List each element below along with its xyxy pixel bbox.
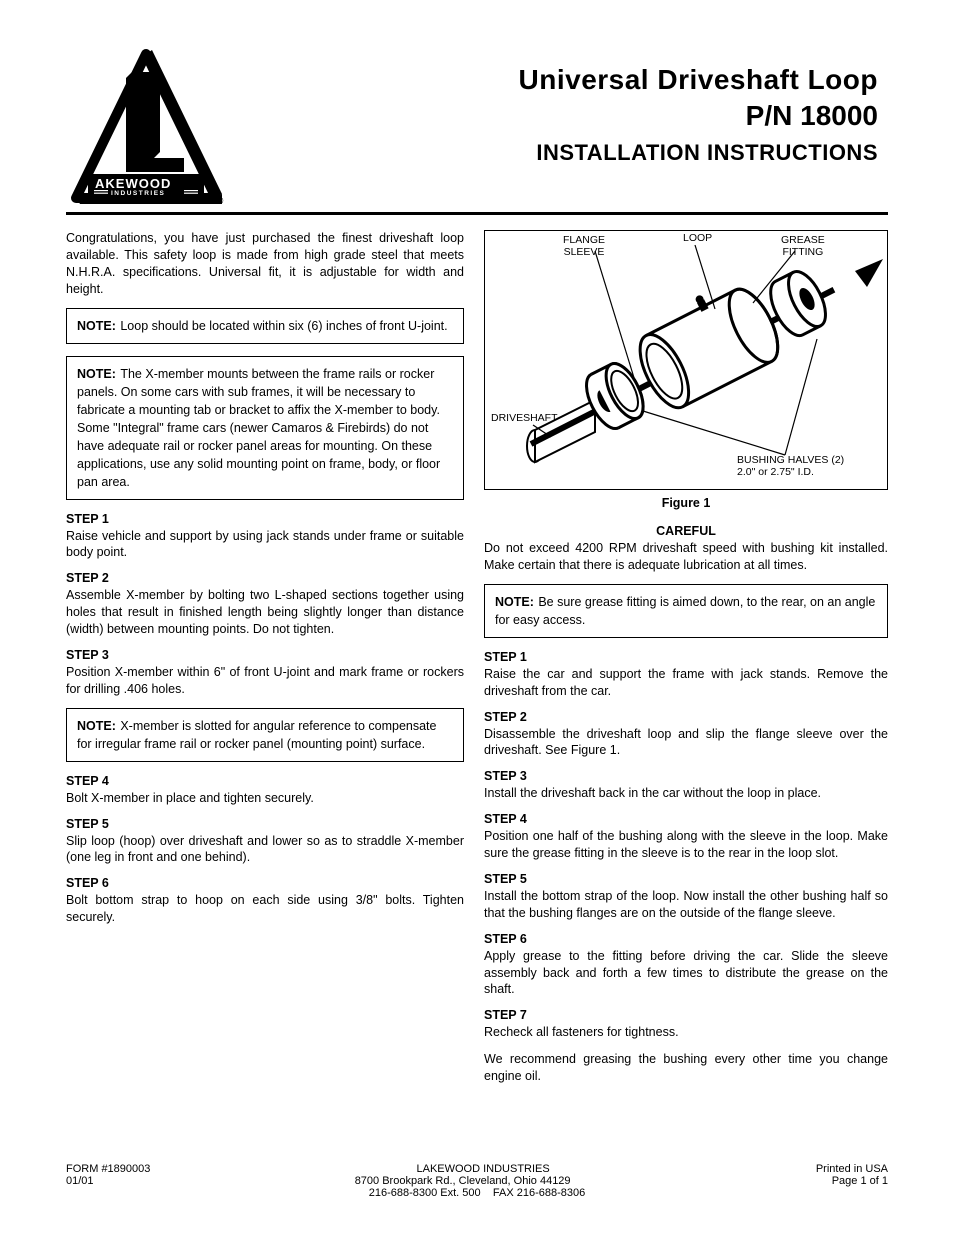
lakewood-logo: AKEWOOD INDUSTRIES ® <box>66 48 226 210</box>
page-footer: FORM #1890003 Printed in USA LAKEWOOD IN… <box>66 1163 888 1199</box>
note-box-2: NOTE: The X-member mounts between the fr… <box>66 356 464 500</box>
page: AKEWOOD INDUSTRIES ® Universal Driveshaf… <box>0 0 954 1235</box>
step-body: Apply grease to the fitting before drivi… <box>484 948 888 999</box>
fig-label-driveshaft: DRIVESHAFT <box>491 413 558 425</box>
step-heading: STEP 2 <box>66 571 464 585</box>
step-body: Position X-member within 6" of front U-j… <box>66 664 464 698</box>
intro-paragraph: Congratulations, you have just purchased… <box>66 230 464 298</box>
fig-label-grease-fitting: GREASEFITTING <box>781 235 825 258</box>
part-number: P/N 18000 <box>238 100 878 132</box>
step-body: Bolt bottom strap to hoop on each side u… <box>66 892 464 926</box>
step-body: Raise the car and support the frame with… <box>484 666 888 700</box>
step-heading: STEP 1 <box>484 650 888 664</box>
figure-caption: Figure 1 <box>484 496 888 510</box>
product-title: Universal Driveshaft Loop <box>238 64 878 96</box>
step-body: Install the driveshaft back in the car w… <box>484 785 888 802</box>
careful-body: Do not exceed 4200 RPM driveshaft speed … <box>484 540 888 574</box>
step-heading: STEP 6 <box>484 932 888 946</box>
step-body: Install the bottom strap of the loop. No… <box>484 888 888 922</box>
logo-brand-text: AKEWOOD <box>95 176 171 191</box>
logo-industries-text: INDUSTRIES <box>111 190 165 197</box>
footer-company: LAKEWOOD INDUSTRIES <box>66 1163 888 1175</box>
step-body: Position one half of the bushing along w… <box>484 828 888 862</box>
step-heading: STEP 3 <box>484 769 888 783</box>
footer-date: 01/01 <box>66 1175 94 1187</box>
step-heading: STEP 3 <box>66 648 464 662</box>
footer-page: Page 1 of 1 <box>832 1175 888 1187</box>
header-rule <box>66 212 888 215</box>
note-box-4: NOTE: Be sure grease fitting is aimed do… <box>484 584 888 638</box>
note-body: The X-member mounts between the frame ra… <box>77 367 440 489</box>
note-title: NOTE: <box>77 319 116 333</box>
step-heading: STEP 6 <box>66 876 464 890</box>
figure-1: FLANGESLEEVE LOOP GREASEFITTING DRIVESHA… <box>484 230 888 490</box>
note-title: NOTE: <box>77 719 116 733</box>
note-box-3: NOTE: X-member is slotted for angular re… <box>66 708 464 762</box>
note-title: NOTE: <box>495 595 534 609</box>
footer-address: 8700 Brookpark Rd., Cleveland, Ohio 4412… <box>66 1175 888 1187</box>
registered-mark: ® <box>216 196 224 207</box>
step-heading: STEP 5 <box>484 872 888 886</box>
fig-label-bushing-halves: BUSHING HALVES (2)2.0" or 2.75" I.D. <box>737 455 844 478</box>
closing-paragraph: We recommend greasing the bushing every … <box>484 1051 888 1085</box>
step-body: Raise vehicle and support by using jack … <box>66 528 464 562</box>
step-heading: STEP 7 <box>484 1008 888 1022</box>
note-box-1: NOTE: Loop should be located within six … <box>66 308 464 344</box>
step-heading: STEP 4 <box>66 774 464 788</box>
note-title: NOTE: <box>77 367 116 381</box>
footer-phone: 216-688-8300 Ext. 500 <box>369 1187 481 1199</box>
left-column: Congratulations, you have just purchased… <box>66 230 464 936</box>
footer-fax: FAX 216-688-8306 <box>493 1187 585 1199</box>
note-body: Be sure grease fitting is aimed down, to… <box>495 595 875 627</box>
footer-form: FORM #1890003 <box>66 1163 150 1175</box>
footer-printed: Printed in USA <box>816 1163 888 1175</box>
header: Universal Driveshaft Loop P/N 18000 INST… <box>238 64 878 166</box>
fig-label-flange-sleeve: FLANGESLEEVE <box>563 235 605 258</box>
right-column: FLANGESLEEVE LOOP GREASEFITTING DRIVESHA… <box>484 230 888 1095</box>
step-heading: STEP 1 <box>66 512 464 526</box>
step-body: Bolt X-member in place and tighten secur… <box>66 790 464 807</box>
doc-subtitle: INSTALLATION INSTRUCTIONS <box>238 140 878 166</box>
fig-label-loop: LOOP <box>683 233 712 245</box>
step-heading: STEP 4 <box>484 812 888 826</box>
step-body: Assemble X-member by bolting two L-shape… <box>66 587 464 638</box>
note-body: Loop should be located within six (6) in… <box>120 319 447 333</box>
step-body: Disassemble the driveshaft loop and slip… <box>484 726 888 760</box>
step-heading: STEP 5 <box>66 817 464 831</box>
step-body: Recheck all fasteners for tightness. <box>484 1024 888 1041</box>
step-heading: STEP 2 <box>484 710 888 724</box>
note-body: X-member is slotted for angular referenc… <box>77 719 436 751</box>
step-body: Slip loop (hoop) over driveshaft and low… <box>66 833 464 867</box>
careful-heading: CAREFUL <box>484 524 888 538</box>
